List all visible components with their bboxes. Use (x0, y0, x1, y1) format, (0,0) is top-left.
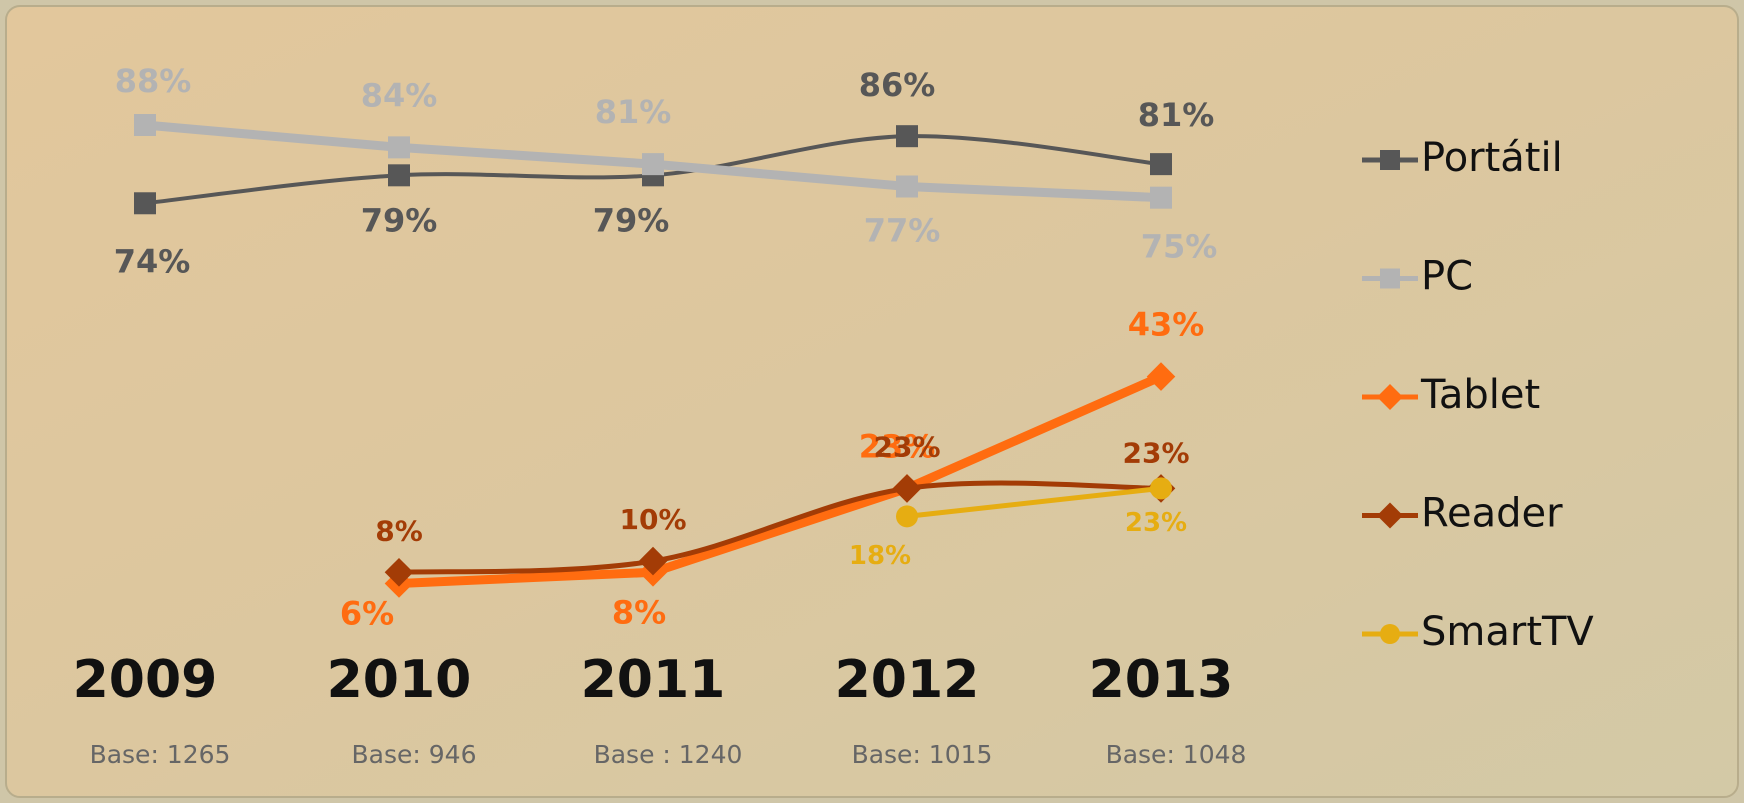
legend-label: Tablet (1420, 372, 1540, 418)
value-label: 8% (375, 514, 423, 547)
value-label: 43% (1128, 306, 1205, 344)
legend-marker (1377, 384, 1403, 410)
legend-marker (1380, 150, 1400, 170)
year-label: 2009 (73, 650, 218, 710)
value-label: 18% (849, 541, 911, 571)
point-marker (1150, 153, 1172, 176)
value-label: 23% (859, 427, 936, 465)
point-marker (388, 136, 410, 159)
base-label: Base: 1015 (852, 740, 993, 769)
year-label: 2010 (327, 650, 472, 710)
legend-marker (1380, 624, 1400, 644)
legend-marker (1380, 268, 1400, 289)
value-label: 81% (595, 93, 672, 131)
point-marker (892, 474, 922, 503)
value-label: 84% (361, 76, 438, 114)
value-label: 86% (859, 66, 936, 104)
series-line (904, 485, 1164, 519)
legend-label: PC (1421, 254, 1473, 300)
point-marker (1150, 186, 1172, 209)
year-label: 2013 (1089, 650, 1234, 710)
series-line (396, 480, 1164, 575)
value-label: 81% (1138, 96, 1215, 134)
point-marker (388, 164, 410, 187)
value-label: 23% (1122, 436, 1189, 469)
base-label: Base: 1048 (1106, 740, 1247, 769)
value-label: 77% (864, 212, 941, 250)
point-marker (896, 175, 918, 198)
value-label: 74% (114, 242, 191, 280)
point-marker (1146, 362, 1176, 391)
legend-label: SmartTV (1421, 609, 1594, 655)
value-label: 23% (1125, 508, 1187, 538)
point-marker (134, 114, 156, 136)
point-marker (896, 505, 918, 528)
point-marker (896, 125, 918, 148)
value-label: 6% (340, 594, 394, 632)
point-marker (638, 546, 668, 576)
base-label: Base: 946 (352, 740, 477, 769)
value-label: 88% (115, 62, 192, 100)
value-label: 75% (1141, 228, 1218, 266)
panel (5, 5, 1739, 798)
year-label: 2012 (835, 650, 980, 710)
value-label: 8% (612, 593, 666, 631)
year-label: 2011 (581, 650, 726, 710)
legend-label: Reader (1421, 491, 1563, 537)
point-marker (1150, 477, 1172, 500)
base-label: Base: 1265 (90, 740, 231, 769)
base-label: Base : 1240 (594, 740, 743, 769)
value-label: 23% (873, 430, 940, 463)
series-line (394, 372, 1166, 588)
value-label: 79% (593, 201, 670, 239)
value-label: 10% (619, 503, 686, 536)
point-marker (384, 557, 414, 587)
legend-label: Portátil (1421, 135, 1563, 181)
legend-marker (1377, 502, 1403, 529)
point-marker (642, 153, 664, 176)
point-marker (134, 192, 156, 215)
value-label: 79% (361, 201, 438, 239)
